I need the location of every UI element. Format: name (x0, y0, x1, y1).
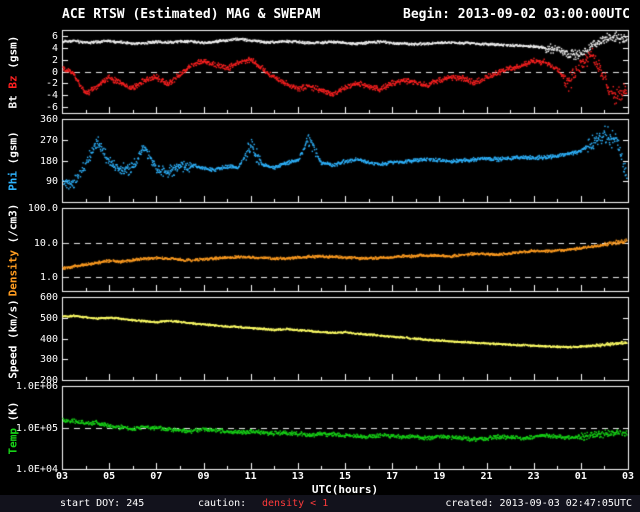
x-tick-label: 03 (48, 471, 76, 483)
plot-title: ACE RTSW (Estimated) MAG & SWEPAM (62, 7, 320, 22)
panel-axis-label-part: Phi (7, 164, 20, 191)
created-timestamp: created: 2013-09-03 02:47:05UTC (445, 495, 632, 512)
x-tick-label: 05 (95, 471, 123, 483)
y-tick-label: 360 (0, 114, 58, 126)
x-tick-label: 01 (567, 471, 595, 483)
begin-timestamp: Begin: 2013-09-02 03:00:00UTC (403, 7, 630, 22)
panel-axis-label: Temp (K) (7, 401, 20, 454)
start-doy-label: start DOY: 245 (60, 495, 144, 512)
panel-axis-label: Speed (km/s) (7, 299, 20, 379)
x-tick-label: 19 (425, 471, 453, 483)
panel-axis-label-part: Bz (7, 68, 20, 88)
x-tick-label: 07 (142, 471, 170, 483)
x-tick-label: 23 (520, 471, 548, 483)
x-tick-label: 11 (237, 471, 265, 483)
panel-axis-label-part: Speed (7, 339, 20, 379)
ace-rtsw-plot: ACE RTSW (Estimated) MAG & SWEPAM Begin:… (0, 0, 640, 512)
y-tick-label: 1.0E+06 (0, 381, 58, 393)
panel-axis-label-part: (K) (7, 401, 20, 421)
panel-axis-label: Density (/cm3) (7, 203, 20, 296)
x-tick-label: 09 (190, 471, 218, 483)
panel-axis-label: Bt Bz (gsm) (7, 35, 20, 108)
x-tick-label: 15 (331, 471, 359, 483)
caution-label: caution: (198, 495, 246, 512)
chart-canvas (0, 0, 640, 512)
panel-axis-label-part: Density (7, 243, 20, 296)
x-tick-label: 03 (614, 471, 640, 483)
panel-axis-label-part: Temp (7, 421, 20, 454)
panel-axis-label-part: (gsm) (7, 131, 20, 164)
panel-axis-label-part: (/cm3) (7, 203, 20, 243)
status-bar: start DOY: 245 caution: density < 1 crea… (0, 495, 640, 512)
x-tick-label: 13 (284, 471, 312, 483)
panel-axis-label-part: (km/s) (7, 299, 20, 339)
panel-axis-label-part: (gsm) (7, 35, 20, 68)
x-tick-label: 21 (473, 471, 501, 483)
panel-axis-label: Phi (gsm) (7, 131, 20, 191)
x-tick-label: 17 (378, 471, 406, 483)
panel-axis-label-part: Bt (7, 88, 20, 108)
caution-value: density < 1 (262, 495, 328, 512)
plot-header: ACE RTSW (Estimated) MAG & SWEPAM Begin:… (62, 7, 630, 22)
